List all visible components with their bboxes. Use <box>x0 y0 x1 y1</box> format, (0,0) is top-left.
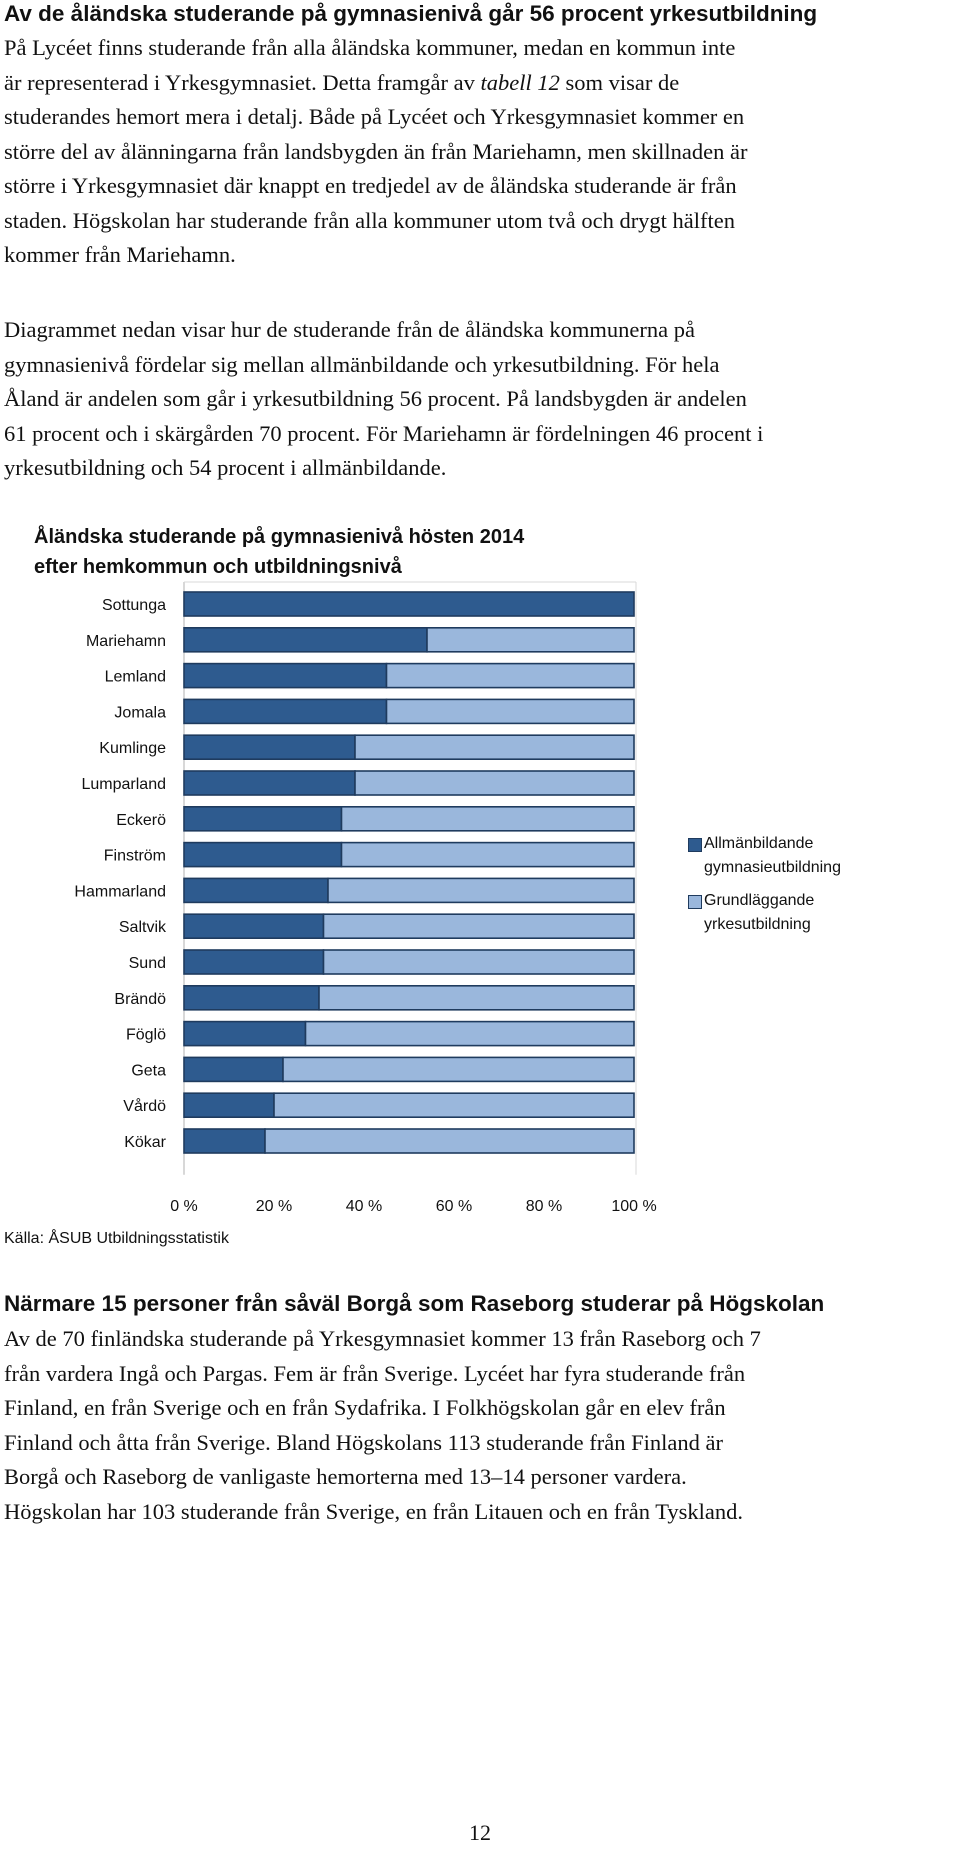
legend-label: gymnasieutbildning <box>704 859 841 876</box>
bar-segment-grundlaggande <box>340 806 635 832</box>
section-heading: Av de åländska studerande på gymnasieniv… <box>4 1 818 26</box>
chart-title-line: efter hemkommun och utbildningsnivå <box>34 556 402 578</box>
bar-segment-allmanbildande <box>183 913 325 940</box>
x-tick-label: 60 % <box>436 1198 472 1215</box>
bar-segment-grundlaggande <box>354 770 635 796</box>
bar-segment-allmanbildande <box>183 662 388 689</box>
bar-segment-allmanbildande <box>183 1056 284 1083</box>
bar-segment-grundlaggande <box>327 877 635 904</box>
text-line: Åland är andelen som går i yrkesutbildni… <box>4 386 747 411</box>
text-line: Finland och åtta från Sverige. Bland Hög… <box>4 1429 723 1455</box>
bar-segment-allmanbildande <box>183 841 343 868</box>
legend-swatch <box>688 838 702 852</box>
paragraph-foreign-students: Av de 70 finländska studerande på Yrkesg… <box>4 1322 956 1529</box>
bar-segment-allmanbildande <box>183 1092 275 1119</box>
legend-swatch <box>688 895 702 909</box>
category-label: Kumlinge <box>99 740 166 757</box>
category-label: Lumparland <box>82 776 167 793</box>
bar-segment-allmanbildande <box>183 1128 266 1154</box>
category-label: Eckerö <box>116 812 166 829</box>
text-line: är representerad i Yrkesgymnasiet. Detta… <box>4 69 680 95</box>
bar-segment-grundlaggande <box>282 1056 635 1083</box>
chart-source: Källa: ÅSUB Utbildningsstatistik <box>4 1230 229 1247</box>
text-line: staden. Högskolan har studerande från al… <box>4 207 736 233</box>
text-line: På Lycéet finns studerande från alla ålä… <box>4 35 736 60</box>
bar-segment-allmanbildande <box>183 949 325 975</box>
bar-segment-allmanbildande <box>183 734 356 760</box>
x-tick-label: 20 % <box>256 1198 292 1215</box>
text-line: studerandes hemort mera i detalj. Både p… <box>4 104 745 129</box>
bar-segment-grundlaggande <box>304 1020 635 1047</box>
bar-segment-allmanbildande <box>183 770 356 796</box>
page-number: 12 <box>469 1820 491 1845</box>
bar-segment-grundlaggande <box>354 734 635 760</box>
chart-title: Åländska studerande på gymnasienivå höst… <box>34 522 524 582</box>
bar-segment-grundlaggande <box>264 1128 635 1154</box>
category-label: Kökar <box>124 1134 166 1151</box>
category-label: Brändö <box>114 991 166 1008</box>
text-line: yrkesutbildning och 54 procent i allmänb… <box>4 455 447 480</box>
bar-segment-allmanbildande <box>183 591 635 617</box>
text-line: Finland, en från Sverige och en från Syd… <box>4 1395 726 1420</box>
bar-segment-grundlaggande <box>322 913 635 940</box>
category-label: Föglö <box>126 1027 166 1044</box>
chart-title-line: Åländska studerande på gymnasienivå höst… <box>34 526 525 548</box>
table-reference: tabell 12 <box>480 69 560 95</box>
category-label: Lemland <box>105 669 166 686</box>
text-line: Högskolan har 103 studerande från Sverig… <box>4 1498 744 1524</box>
category-label: Mariehamn <box>86 633 166 650</box>
bar-segment-grundlaggande <box>426 626 635 653</box>
text-line: 61 procent och i skärgården 70 procent. … <box>4 420 764 446</box>
x-tick-label: 40 % <box>346 1198 382 1215</box>
text-line: större i Yrkesgymnasiet där knappt en tr… <box>4 173 737 198</box>
category-label: Vårdö <box>123 1097 166 1115</box>
paragraph-hemort: På Lycéet finns studerande från alla ålä… <box>4 31 956 273</box>
x-tick-label: 100 % <box>611 1198 656 1215</box>
bar-segment-allmanbildande <box>183 984 320 1011</box>
category-label: Finström <box>104 848 166 865</box>
bar-segment-allmanbildande <box>183 1020 307 1047</box>
paragraph-diagram-intro: Diagrammet nedan visar hur de studerande… <box>4 313 956 486</box>
legend-label: yrkesutbildning <box>704 916 811 933</box>
text-line: från vardera Ingå och Pargas. Fem är frå… <box>4 1360 746 1386</box>
stacked-bar-chart: Sottunga Mariehamn Lemland Jomala Kumlinge Lu… <box>74 581 657 1215</box>
text-line: Av de 70 finländska studerande på Yrkesg… <box>4 1326 761 1351</box>
bar-segment-grundlaggande <box>385 662 635 689</box>
category-label: Geta <box>131 1062 166 1079</box>
bar-segment-allmanbildande <box>183 626 428 653</box>
text-line: gymnasienivå fördelar sig mellan allmänb… <box>4 351 720 377</box>
legend-label: Grundläggande <box>704 892 815 909</box>
legend-label: Allmänbildande <box>704 835 814 852</box>
category-label: Jomala <box>114 704 166 721</box>
category-label: Sund <box>129 955 166 972</box>
bar-segment-allmanbildande <box>183 877 329 904</box>
x-tick-label: 80 % <box>526 1198 562 1215</box>
category-label: Sottunga <box>102 597 166 614</box>
text-line: större del av ålänningarna från landsbyg… <box>4 138 748 164</box>
bar-segment-grundlaggande <box>322 949 635 975</box>
bar-segment-grundlaggande <box>385 698 635 725</box>
category-label: Saltvik <box>119 919 167 936</box>
bar-segment-allmanbildande <box>183 698 388 725</box>
bar-segment-grundlaggande <box>273 1092 635 1119</box>
bar-segment-grundlaggande <box>318 984 635 1011</box>
x-tick-label: 0 % <box>170 1198 198 1215</box>
text-line: kommer från Mariehamn. <box>4 242 236 267</box>
bar-segment-grundlaggande <box>340 841 635 868</box>
category-label: Hammarland <box>74 883 166 900</box>
text-line: Diagrammet nedan visar hur de studerande… <box>4 317 695 342</box>
bar-segment-allmanbildande <box>183 806 343 832</box>
section-heading: Närmare 15 personer från såväl Borgå som… <box>4 1291 825 1316</box>
text-line: Borgå och Raseborg de vanligaste hemorte… <box>4 1464 687 1489</box>
